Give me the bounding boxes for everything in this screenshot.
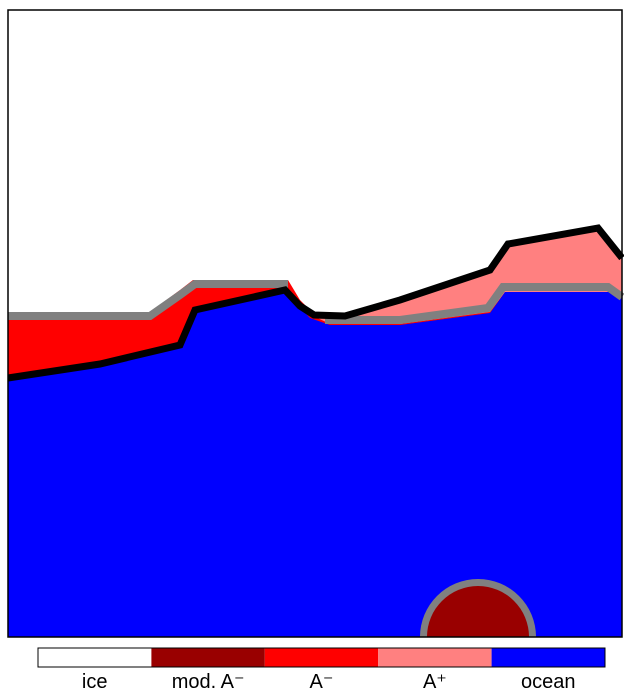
mod-a-minus-bubble: [427, 586, 529, 637]
legend-swatch: [491, 648, 605, 667]
legend-label: A⁺: [423, 671, 447, 692]
legend-swatch: [264, 648, 379, 667]
boundary-band: [8, 280, 288, 320]
legend-swatch: [378, 648, 492, 667]
boundary-band: [325, 283, 624, 324]
segmentation-map: [7, 9, 624, 638]
legend-swatch: [151, 648, 265, 667]
legend: ice mod. A⁻ A⁻ A⁺ ocean: [37, 647, 606, 692]
a-plus-region: [305, 228, 622, 324]
legend-label: mod. A⁻: [172, 671, 245, 692]
legend-swatch: [38, 648, 152, 667]
legend-frame: [37, 647, 606, 668]
interface-line: [7, 224, 624, 382]
legend-label: ocean: [521, 671, 576, 692]
legend-label: A⁻: [310, 671, 334, 692]
frame: [7, 9, 623, 638]
ocean-region: [8, 292, 622, 637]
legend-label: ice: [82, 671, 108, 692]
